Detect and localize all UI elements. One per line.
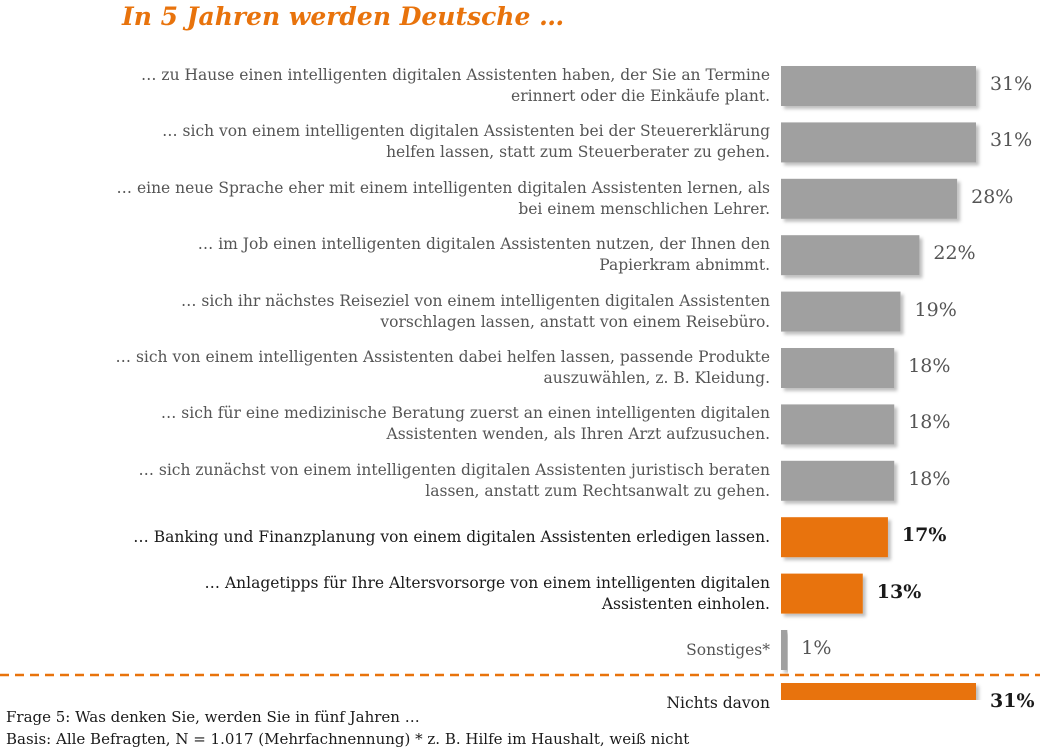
value-label-8: 18% <box>908 467 951 490</box>
value-label-4: 22% <box>933 242 976 265</box>
value-label-2: 31% <box>990 129 1033 152</box>
category-label-4: … im Job einen intelligenten digitalen A… <box>70 231 770 279</box>
category-label-line: erinnert oder die Einkäufe plant. <box>511 87 770 105</box>
value-label-11: 1% <box>801 637 832 659</box>
value-label-10: 13% <box>876 580 922 603</box>
category-label-line: … zu Hause einen intelligenten digitalen… <box>140 66 770 84</box>
category-label-line: Assistenten einholen. <box>601 594 770 613</box>
footnote: Frage 5: Was denken Sie, werden Sie in f… <box>6 706 689 750</box>
category-label-line: … sich ihr nächstes Reiseziel von einem … <box>181 291 770 310</box>
category-label-line: … im Job einen intelligenten digitalen A… <box>197 235 770 254</box>
value-label-9: 17% <box>901 524 947 547</box>
bar-11 <box>781 630 788 670</box>
category-label-line: helfen lassen, statt zum Steuerberater z… <box>386 143 770 162</box>
category-label-5: … sich ihr nächstes Reiseziel von einem … <box>70 288 770 336</box>
category-label-line: … sich von einem intelligenten digitalen… <box>162 122 770 141</box>
bar-12 <box>781 683 976 700</box>
category-label-line: … sich für eine medizinische Beratung zu… <box>160 404 770 423</box>
category-label-7: … sich für eine medizinische Beratung zu… <box>70 400 770 448</box>
category-label-2: … sich von einem intelligenten digitalen… <box>70 118 770 166</box>
bar-6 <box>781 348 895 388</box>
value-label-1: 31% <box>990 73 1033 95</box>
bar-2 <box>781 122 976 163</box>
category-label-8: … sich zunächst von einem intelligenten … <box>70 457 770 505</box>
bar-7 <box>781 404 895 445</box>
category-label-10: … Anlagetipps für Ihre Altersvorsorge vo… <box>70 570 770 618</box>
category-label-line: lassen, anstatt zum Rechtsanwalt zu gehe… <box>425 481 770 500</box>
category-label-line: Sonstiges* <box>686 640 770 659</box>
bar-8 <box>781 460 895 501</box>
category-label-line: Assistenten wenden, als Ihren Arzt aufzu… <box>386 425 770 444</box>
category-label-1: … zu Hause einen intelligenten digitalen… <box>70 62 770 110</box>
category-label-11: Sonstiges* <box>70 626 770 674</box>
basis-text: Basis: Alle Befragten, N = 1.017 (Mehrfa… <box>6 730 690 748</box>
category-label-line: … eine neue Sprache eher mit einem intel… <box>116 178 770 197</box>
chart-title: In 5 Jahren werden Deutsche … <box>122 2 565 31</box>
question-text: Frage 5: Was denken Sie, werden Sie in f… <box>6 708 420 726</box>
category-label-line: Papierkram abnimmt. <box>599 256 770 275</box>
category-label-line: vorschlagen lassen, anstatt von einem Re… <box>380 312 770 331</box>
bar-10 <box>781 573 863 614</box>
category-label-9: … Banking und Finanzplanung von einem di… <box>70 513 770 561</box>
category-label-line: bei einem menschlichen Lehrer. <box>518 199 770 218</box>
bar-9 <box>781 517 888 558</box>
category-label-line: … sich von einem intelligenten Assistent… <box>115 348 770 366</box>
category-label-3: … eine neue Sprache eher mit einem intel… <box>70 175 770 223</box>
category-label-6: … sich von einem intelligenten Assistent… <box>70 344 770 392</box>
bar-3 <box>781 178 958 219</box>
value-label-6: 18% <box>908 355 951 377</box>
category-label-line: … Banking und Finanzplanung von einem di… <box>133 527 770 546</box>
value-label-7: 18% <box>908 411 951 434</box>
bar-5 <box>781 291 901 332</box>
value-label-12: 31% <box>990 690 1035 712</box>
bar-1 <box>781 66 976 106</box>
category-label-line: … sich zunächst von einem intelligenten … <box>138 460 770 479</box>
category-label-12: Nichts davon <box>70 679 770 727</box>
bar-chart <box>0 66 1040 700</box>
category-label-line: … Anlagetipps für Ihre Altersvorsorge vo… <box>204 573 770 592</box>
category-label-line: Nichts davon <box>666 693 770 712</box>
value-label-3: 28% <box>971 185 1014 208</box>
category-label-line: auszuwählen, z. B. Kleidung. <box>543 369 770 387</box>
bar-4 <box>781 235 920 276</box>
value-label-5: 19% <box>914 298 957 321</box>
